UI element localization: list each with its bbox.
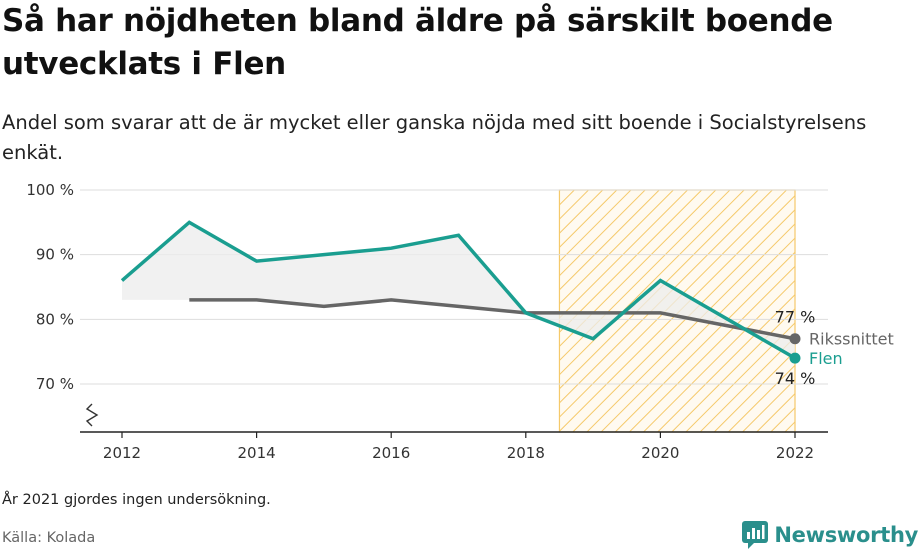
series-value-label: 74 % <box>775 369 816 388</box>
x-tick-label: 2014 <box>238 444 276 462</box>
series-line-flen <box>120 220 796 360</box>
y-tick-label: 70 % <box>36 375 74 393</box>
line-chart: 100 % 90 % 80 % 70 % 2012 2014 2016 2018 2020 202… <box>26 181 894 462</box>
series-line-rikssnittet <box>189 298 796 341</box>
bar-chart-logo-icon <box>742 521 769 549</box>
series-endpoint-flen <box>789 352 801 364</box>
series-label-rikssnittet: Rikssnittet <box>809 330 894 349</box>
axis-break-icon <box>85 403 99 427</box>
source-label: Källa: Kolada <box>2 530 96 546</box>
brand-logo[interactable]: Newsworthy <box>742 518 918 552</box>
chart-subtitle: Andel som svarar att de är mycket eller … <box>2 111 867 164</box>
x-tick-label: 2012 <box>103 444 141 462</box>
y-tick-label: 80 % <box>36 310 74 328</box>
chart-title: Så har nöjdheten bland äldre på särskilt… <box>2 3 833 82</box>
difference-area <box>122 222 795 359</box>
y-tick-label: 90 % <box>36 246 74 264</box>
y-tick-label: 100 % <box>26 181 74 199</box>
brand-name: Newsworthy <box>774 523 918 547</box>
series-endpoint-rikssnittet <box>789 333 801 345</box>
x-tick-label: 2018 <box>507 444 545 462</box>
series-label-flen: Flen <box>809 349 843 368</box>
x-tick-label: 2022 <box>776 444 814 462</box>
x-tick-label: 2016 <box>372 444 410 462</box>
footnote: År 2021 gjordes ingen undersökning. <box>2 492 271 508</box>
x-tick-label: 2020 <box>641 444 679 462</box>
series-value-label: 77 % <box>775 308 816 327</box>
